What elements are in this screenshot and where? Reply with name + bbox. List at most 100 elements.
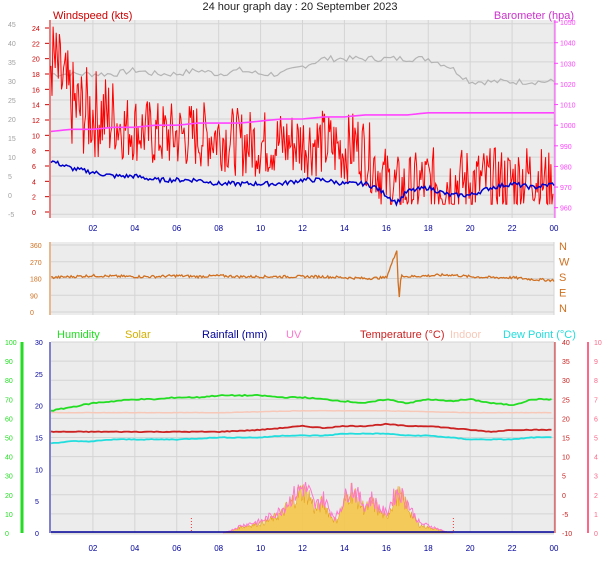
series-wind-line	[50, 26, 554, 206]
wind-axis-tick-label: 8	[32, 149, 36, 156]
dir-axis-tick-label: 90	[30, 293, 38, 300]
x-tick-label: 10	[256, 544, 265, 553]
temp-axis-tick-label: 25	[562, 397, 570, 404]
wind-panel-axis-ticks: 02 04 06 08 10 12 14 16 18 20 22 00-505101520253035…	[8, 20, 576, 233]
x-tick-label: 20	[466, 224, 475, 233]
x-tick-label: 08	[214, 544, 223, 553]
x-tick-label: 22	[508, 224, 517, 233]
humidity-axis-tick-label: 30	[5, 474, 13, 481]
legend-entry: UV	[286, 329, 302, 341]
wind-panel: Windspeed (kts) Barometer (hpa) 02 04 06 08…	[8, 10, 576, 233]
baro-axis-tick-label: 1030	[560, 61, 576, 68]
rain-axis-tick-label: 15	[35, 436, 43, 443]
uv-axis-tick-label: 6	[594, 416, 598, 423]
kts-axis-tick-label: 35	[8, 60, 16, 67]
baro-axis-tick-label: 990	[560, 144, 572, 151]
humidity-axis-tick-label: 0	[5, 531, 9, 538]
temp-axis-tick-label: 10	[562, 455, 570, 462]
baro-axis-tick-label: 1020	[560, 82, 576, 89]
baro-axis-tick-label: 970	[560, 185, 572, 192]
kts-axis-tick-label: 15	[8, 136, 16, 143]
x-tick-label: 06	[172, 224, 181, 233]
series-baro-line	[50, 112, 554, 133]
humidity-axis-tick-label: 70	[5, 397, 13, 404]
kts-axis-tick-label: 10	[8, 155, 16, 162]
uv-axis-tick-label: 3	[594, 474, 598, 481]
baro-axis-tick-label: 960	[560, 206, 572, 213]
uv-axis-tick-label: 9	[594, 359, 598, 366]
chart-title: 24 hour graph day : 20 September 2023	[202, 1, 397, 13]
baro-axis-tick-label: 1000	[560, 123, 576, 130]
x-tick-label: 16	[382, 224, 391, 233]
temp-axis-tick-label: 15	[562, 436, 570, 443]
wind-axis-tick-label: 10	[32, 133, 40, 140]
direction-panel-grid	[51, 242, 555, 315]
x-tick-label: 20	[466, 544, 475, 553]
series-humidity-line	[50, 393, 552, 412]
rain-axis-tick-label: 5	[35, 499, 39, 506]
kts-axis-tick-label: 30	[8, 79, 16, 86]
x-tick-label: 04	[130, 544, 139, 553]
series-gust-line	[50, 54, 555, 86]
wind-axis-tick-label: 20	[32, 57, 40, 64]
temp-axis-tick-label: -10	[562, 531, 572, 538]
kts-axis-tick-label: 0	[8, 193, 12, 200]
compass-label: E	[559, 288, 566, 300]
legend-entry: Rainfall (mm)	[202, 329, 267, 341]
temp-panel-axis-ticks: 02 04 06 08 10 12 14 16 18 20 22 00-10-505101520253…	[5, 340, 602, 553]
uv-axis-tick-label: 4	[594, 455, 598, 462]
rain-axis-tick-label: 30	[35, 340, 43, 347]
series-indoor-line	[50, 409, 552, 414]
dir-axis-tick-label: 180	[30, 277, 42, 284]
wind-axis-tick-label: 6	[32, 164, 36, 171]
uv-axis-tick-label: 10	[594, 340, 602, 347]
wind-axis-tick-label: 24	[32, 26, 40, 33]
temp-axis-tick-label: 35	[562, 359, 570, 366]
humidity-axis-tick-label: 60	[5, 416, 13, 423]
humidity-axis-tick-label: 10	[5, 512, 13, 519]
dir-axis-tick-label: 0	[30, 310, 34, 317]
baro-axis-tick-label: 1040	[560, 41, 576, 48]
temp-axis-tick-label: -5	[562, 512, 568, 519]
temp-axis-tick-label: 40	[562, 340, 570, 347]
uv-axis-tick-label: 1	[594, 512, 598, 519]
baro-axis-tick-label: 980	[560, 164, 572, 171]
series-dewpoint-line	[50, 432, 552, 445]
temp-axis-tick-label: 0	[562, 493, 566, 500]
x-tick-label: 02	[88, 544, 97, 553]
uv-axis-tick-label: 0	[594, 531, 598, 538]
kts-axis-tick-label: 40	[8, 41, 16, 48]
wind-axis-tick-label: 12	[32, 118, 40, 125]
humidity-axis-tick-label: 100	[5, 340, 17, 347]
baro-axis-tick-label: 1050	[560, 20, 576, 27]
x-tick-label: 12	[298, 224, 307, 233]
x-tick-label: 14	[340, 544, 349, 553]
legend-entry: Indoor	[450, 329, 482, 341]
x-tick-label: 18	[424, 544, 433, 553]
wind-legend: Windspeed (kts)	[53, 10, 132, 22]
temp-panel-legend: Humidity Solar Rainfall (mm) UV Temperature …	[57, 329, 576, 341]
rain-axis-tick-label: 20	[35, 404, 43, 411]
humidity-axis-tick-label: 50	[5, 436, 13, 443]
humidity-axis-tick-label: 90	[5, 359, 13, 366]
humidity-axis-tick-label: 20	[5, 493, 13, 500]
wind-axis-tick-label: 4	[32, 179, 36, 186]
temp-panel: Humidity Solar Rainfall (mm) UV Temperature …	[5, 329, 602, 553]
rain-axis-tick-label: 10	[35, 467, 43, 474]
temp-axis-tick-label: 5	[562, 474, 566, 481]
wind-axis-tick-label: 22	[32, 41, 40, 48]
rain-axis-tick-label: 0	[35, 531, 39, 538]
dir-axis-tick-label: 270	[30, 260, 42, 267]
kts-axis-tick-label: 20	[8, 117, 16, 124]
x-tick-label: 10	[256, 224, 265, 233]
x-tick-label: 08	[214, 224, 223, 233]
series-uv-line	[222, 481, 453, 534]
uv-axis-tick-label: 7	[594, 397, 598, 404]
kts-axis-tick-label: 5	[8, 174, 12, 181]
uv-axis-tick-label: 2	[594, 493, 598, 500]
wind-axis-tick-label: 16	[32, 87, 40, 94]
baro-legend: Barometer (hpa)	[494, 10, 574, 22]
uv-axis-tick-label: 5	[594, 436, 598, 443]
